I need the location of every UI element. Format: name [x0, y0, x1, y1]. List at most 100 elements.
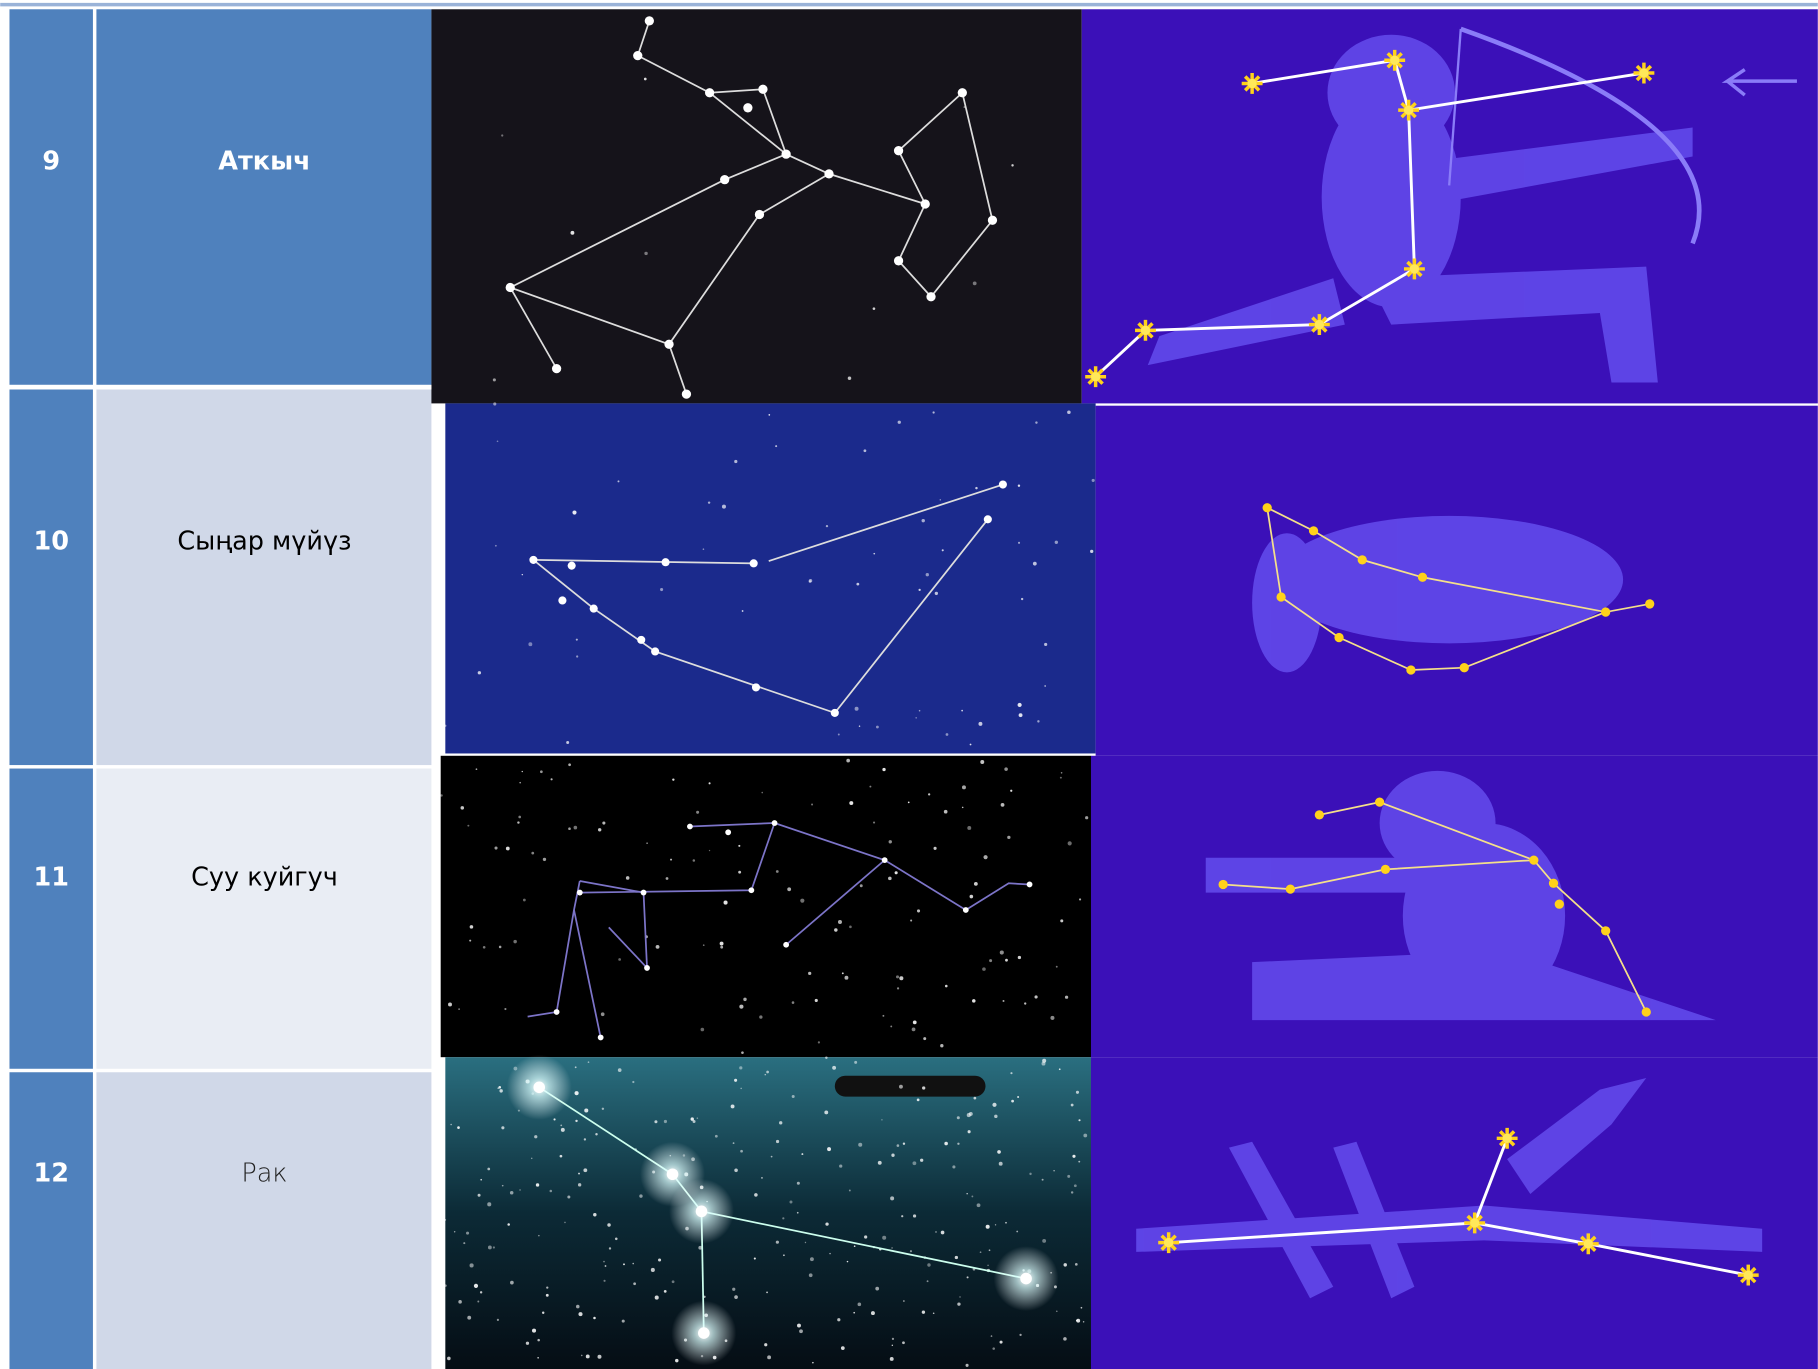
- field-star: [714, 1134, 718, 1138]
- field-star: [895, 975, 900, 979]
- star: [1583, 1239, 1593, 1249]
- constellation-line: [1266, 507, 1606, 671]
- field-star: [925, 573, 929, 577]
- field-star: [632, 1262, 635, 1265]
- field-star: [519, 1189, 521, 1191]
- field-star: [912, 1020, 917, 1025]
- field-star: [891, 1337, 895, 1340]
- star: [1743, 1270, 1753, 1280]
- field-star: [901, 1215, 904, 1218]
- field-star: [1059, 776, 1062, 779]
- field-star: [875, 725, 879, 729]
- field-star: [827, 1147, 831, 1152]
- field-star: [1017, 1095, 1020, 1099]
- field-star: [911, 1027, 916, 1032]
- field-star: [1055, 965, 1058, 968]
- field-star: [844, 975, 849, 980]
- field-star: [453, 1231, 456, 1233]
- field-star: [1041, 1178, 1044, 1181]
- field-star: [1029, 1172, 1032, 1176]
- field-star: [789, 1200, 793, 1204]
- field-star: [872, 821, 876, 824]
- field-star: [812, 1361, 814, 1364]
- field-star: [578, 1172, 580, 1175]
- field-star: [702, 548, 705, 550]
- field-star: [477, 671, 482, 675]
- star: [1417, 572, 1428, 582]
- field-star: [957, 1302, 961, 1306]
- field-star: [1080, 1306, 1083, 1309]
- field-star: [941, 549, 944, 552]
- field-star: [959, 1296, 961, 1298]
- field-star: [764, 1073, 767, 1076]
- field-star: [580, 1354, 583, 1357]
- star: [1090, 372, 1101, 382]
- field-star: [849, 801, 854, 806]
- field-star: [734, 1078, 738, 1082]
- field-star: [623, 1263, 625, 1266]
- field-star: [660, 587, 664, 592]
- field-star: [969, 743, 972, 746]
- star: [926, 292, 936, 302]
- field-star: [654, 1295, 659, 1300]
- field-star: [829, 1252, 831, 1255]
- field-star: [1050, 1015, 1055, 1020]
- field-star: [1078, 898, 1082, 901]
- field-star: [957, 1142, 960, 1145]
- field-star: [846, 1260, 849, 1263]
- field-star: [525, 1341, 530, 1345]
- field-star: [903, 1300, 905, 1302]
- star: [576, 889, 583, 896]
- field-star: [469, 1263, 474, 1268]
- field-star: [1017, 484, 1021, 487]
- field-star: [467, 824, 470, 827]
- field-star: [849, 925, 852, 929]
- star: [1639, 68, 1649, 78]
- field-star: [834, 928, 838, 932]
- field-star: [513, 939, 517, 944]
- field-star: [1085, 816, 1089, 820]
- star: [957, 88, 967, 98]
- star: [1459, 663, 1469, 673]
- field-star: [972, 999, 976, 1003]
- star: [1276, 592, 1286, 602]
- field-star: [1005, 958, 1008, 962]
- field-star: [998, 1161, 1003, 1166]
- field-star: [1005, 1221, 1007, 1224]
- star: [1470, 1218, 1480, 1228]
- field-star: [817, 1041, 821, 1044]
- field-star: [482, 945, 486, 949]
- field-star: [644, 251, 648, 256]
- field-star: [987, 1264, 989, 1267]
- field-star: [918, 709, 921, 712]
- field-star: [882, 1014, 885, 1017]
- field-star: [517, 821, 520, 824]
- field-star: [1073, 1184, 1077, 1188]
- field-star: [537, 1356, 539, 1359]
- field-star: [864, 1235, 868, 1239]
- constellation-line: [1251, 58, 1645, 112]
- field-star: [507, 1223, 510, 1226]
- field-star: [730, 1104, 735, 1109]
- field-star: [738, 870, 742, 874]
- field-star: [926, 1280, 929, 1283]
- field-star: [663, 1289, 667, 1293]
- field-star: [467, 1315, 472, 1320]
- field-star: [643, 77, 647, 81]
- field-star: [978, 721, 983, 726]
- field-star: [576, 1304, 580, 1309]
- field-star: [1074, 1263, 1078, 1266]
- field-star: [496, 440, 499, 443]
- star: [1020, 1272, 1032, 1285]
- star: [695, 1205, 708, 1218]
- field-star: [766, 1291, 768, 1294]
- constellation-line: [573, 909, 602, 1038]
- field-star: [935, 1231, 937, 1233]
- field-star: [568, 763, 571, 767]
- field-star: [499, 1089, 503, 1093]
- field-star: [741, 610, 744, 612]
- field-star: [809, 1257, 814, 1262]
- constellation-line: [533, 559, 754, 565]
- star: [687, 823, 693, 830]
- field-star: [1010, 789, 1013, 792]
